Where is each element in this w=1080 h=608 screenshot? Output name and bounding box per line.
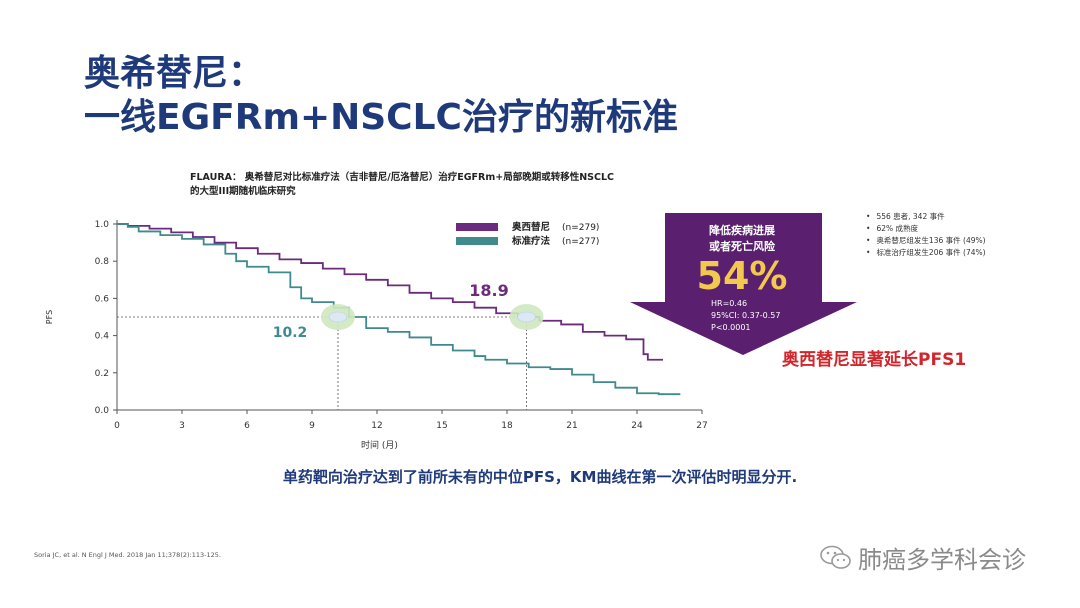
list-item: 奥希替尼组发生136 事件 (49%) [866,235,985,247]
x-tick-label: 6 [244,421,250,431]
x-tick-label: 18 [501,421,513,431]
legend-swatch [456,237,498,245]
median-marker-inner [517,311,536,323]
x-axis-label: 时间 (月) [361,439,398,451]
y-tick-label: 0.4 [95,332,110,342]
conclusion-text: 单药靶向治疗达到了前所未有的中位PFS，KM曲线在第一次评估时明显分开. [282,468,798,486]
legend-swatch [456,223,498,231]
y-tick-label: 0.6 [95,294,110,304]
x-tick-label: 9 [309,421,315,431]
subtitle-line1: FLAURA： 奥希替尼对比标准疗法（吉非替尼/厄洛替尼）治疗EGFRm+局部晚… [190,172,615,183]
wechat-icon [820,545,851,569]
pfs-callout: 奥西替尼显著延长PFS1 [782,350,967,370]
list-item: 556 患者, 342 事件 [866,211,986,223]
reference-citation: Soria JC, et al. N Engl J Med. 2018 Jan … [34,551,221,559]
hazard-ratio: HR=0.46 [711,299,748,308]
y-tick-label: 0.2 [95,369,109,379]
x-tick-label: 27 [696,421,707,431]
y-axis-label: PFS [45,310,54,324]
x-tick-label: 12 [371,421,382,431]
standard-curve [117,223,681,396]
median-label-standard: 10.2 [273,325,308,341]
watermark: 肺癌多学科会诊 [820,540,1026,575]
arrow-heading-line1: 降低疾病进展 [709,224,775,237]
x-tick-label: 0 [114,421,120,431]
list-item: 62% 成熟度 [866,223,986,235]
x-tick-label: 21 [566,421,577,431]
y-tick-label: 0.0 [95,406,110,416]
list-item: 标准治疗组发生206 事件 (74%) [866,247,985,259]
slide-title-line1: 奥希替尼： [84,53,265,94]
osimertinib-curve [117,223,663,361]
study-subtitle: FLAURA： 奥希替尼对比标准疗法（吉非替尼/厄洛替尼）治疗EGFRm+局部晚… [190,171,690,199]
arrow-heading-line2: 或者死亡风险 [709,240,775,253]
x-tick-label: 15 [436,421,447,431]
slide-title-line2: 一线EGFRm+NSCLC治疗的新标准 [84,97,678,138]
legend-n: (n=279) [562,223,599,233]
x-tick-label: 3 [179,421,185,431]
median-label-osimertinib: 18.9 [469,281,508,300]
study-stats-list: 556 患者, 342 事件 62% 成熟度 奥希替尼组发生136 事件 (49… [866,211,986,259]
median-marker-inner [328,311,348,323]
p-value: P<0.0001 [711,323,751,332]
legend-n: (n=277) [562,237,599,247]
y-tick-label: 0.8 [95,257,110,267]
legend-label: 奥西替尼 [511,221,550,233]
watermark-text: 肺癌多学科会诊 [858,546,1026,574]
risk-reduction-percent: 54% [696,254,788,298]
x-tick-label: 24 [631,421,643,431]
risk-reduction-arrow [630,213,857,355]
y-tick-label: 1.0 [95,220,110,230]
legend-label: 标准疗法 [511,235,551,247]
subtitle-line2: 的大型III期随机临床研究 [190,186,296,197]
confidence-interval: 95%CI: 0.37-0.57 [711,311,781,320]
